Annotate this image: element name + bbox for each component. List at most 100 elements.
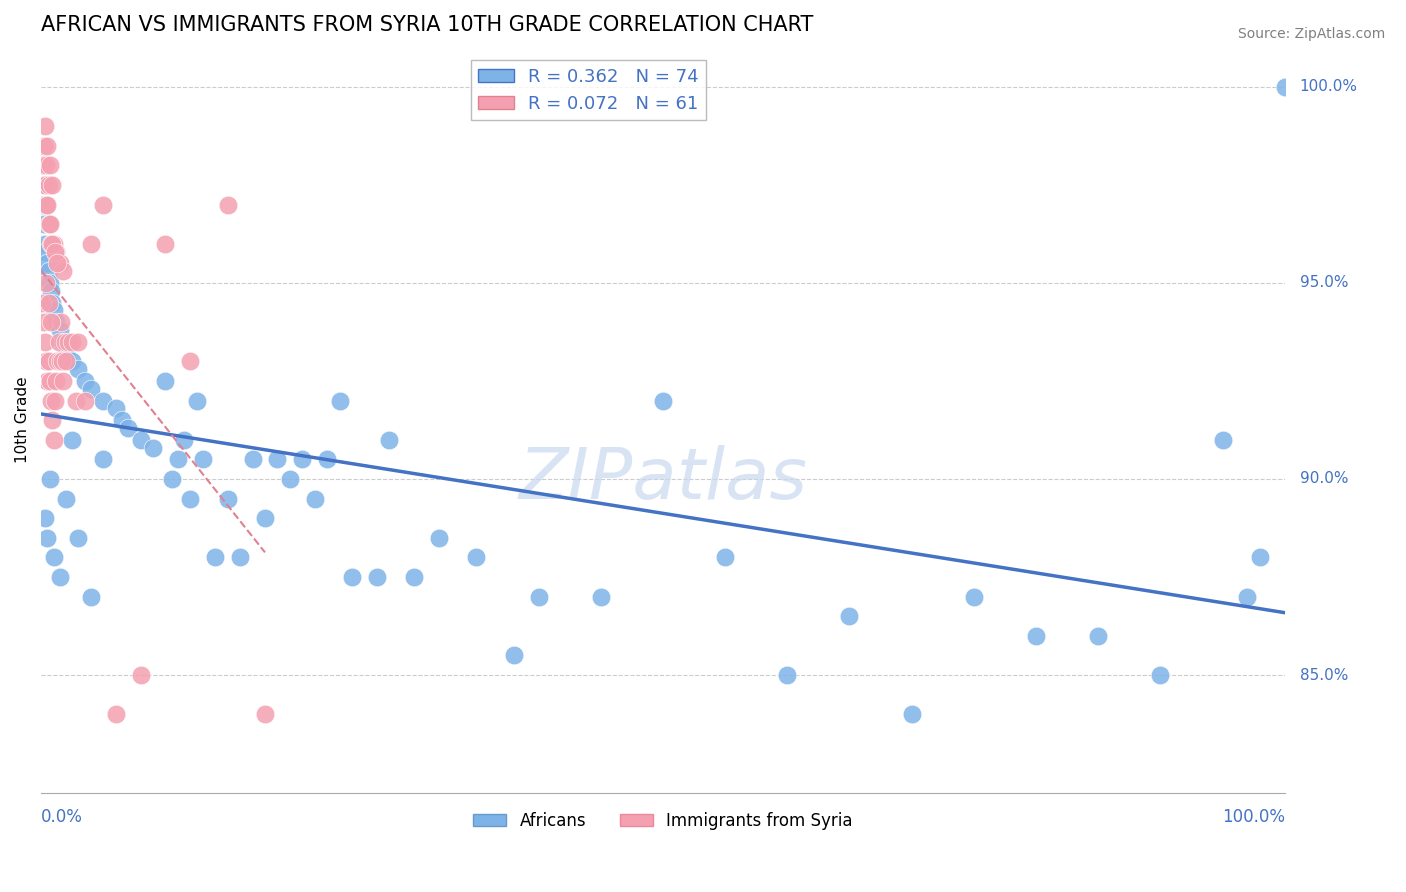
Point [38, 264, 60, 278]
Y-axis label: 10th Grade: 10th Grade [15, 376, 30, 464]
Point [45, 315, 67, 329]
Point [91, 393, 114, 408]
Point [191, 452, 214, 467]
Point [37, 197, 59, 211]
Point [55, 354, 77, 368]
Point [35, 354, 58, 368]
Point [129, 668, 152, 682]
Point [80, 236, 103, 251]
Point [142, 441, 165, 455]
Text: 90.0%: 90.0% [1299, 472, 1348, 486]
Point [37, 374, 59, 388]
Point [304, 491, 326, 506]
Point [31, 295, 53, 310]
Point [404, 570, 426, 584]
Point [316, 452, 339, 467]
Text: ZIPatlas: ZIPatlas [519, 445, 807, 515]
Text: 85.0%: 85.0% [1299, 667, 1348, 682]
Point [266, 452, 288, 467]
Point [60, 334, 83, 349]
Point [38, 217, 60, 231]
Point [1212, 433, 1234, 447]
Point [49, 570, 72, 584]
Point [366, 570, 388, 584]
Point [41, 236, 63, 251]
Point [167, 452, 190, 467]
Point [35, 197, 58, 211]
Point [104, 401, 127, 416]
Point [34, 511, 56, 525]
Point [186, 393, 208, 408]
Point [52, 264, 75, 278]
Point [34, 334, 56, 349]
Point [39, 236, 62, 251]
Point [45, 244, 67, 259]
Point [44, 393, 66, 408]
Point [45, 374, 67, 388]
Point [34, 236, 56, 251]
Point [242, 452, 264, 467]
Point [1274, 79, 1296, 94]
Point [39, 284, 62, 298]
Point [39, 393, 62, 408]
Legend: Africans, Immigrants from Syria: Africans, Immigrants from Syria [467, 805, 859, 837]
Point [31, 197, 53, 211]
Point [49, 256, 72, 270]
Point [179, 354, 201, 368]
Point [217, 197, 239, 211]
Point [52, 374, 75, 388]
Point [253, 707, 276, 722]
Point [465, 550, 488, 565]
Point [67, 334, 90, 349]
Point [111, 413, 134, 427]
Point [91, 452, 114, 467]
Point [652, 393, 675, 408]
Point [38, 158, 60, 172]
Point [91, 197, 114, 211]
Point [1025, 629, 1047, 643]
Point [35, 276, 58, 290]
Point [52, 334, 75, 349]
Text: 100.0%: 100.0% [1299, 79, 1358, 95]
Text: 100.0%: 100.0% [1222, 807, 1285, 826]
Point [38, 217, 60, 231]
Point [37, 256, 59, 270]
Point [963, 590, 986, 604]
Point [37, 531, 59, 545]
Point [42, 550, 65, 565]
Point [73, 374, 96, 388]
Point [38, 295, 60, 310]
Point [80, 382, 103, 396]
Point [42, 303, 65, 318]
Point [160, 472, 183, 486]
Point [1236, 590, 1258, 604]
Point [329, 393, 352, 408]
Point [67, 362, 90, 376]
Point [32, 315, 55, 329]
Point [38, 276, 60, 290]
Point [38, 374, 60, 388]
Point [55, 491, 77, 506]
Point [1249, 550, 1271, 565]
Point [34, 178, 56, 192]
Point [427, 531, 450, 545]
Point [32, 138, 55, 153]
Point [38, 354, 60, 368]
Point [253, 511, 276, 525]
Point [41, 413, 63, 427]
Point [1087, 629, 1109, 643]
Point [900, 707, 922, 722]
Point [35, 158, 58, 172]
Point [32, 178, 55, 192]
Point [46, 256, 69, 270]
Point [42, 433, 65, 447]
Point [37, 138, 59, 153]
Point [49, 315, 72, 329]
Point [378, 433, 401, 447]
Point [73, 393, 96, 408]
Point [80, 590, 103, 604]
Point [37, 197, 59, 211]
Point [34, 119, 56, 133]
Point [291, 452, 314, 467]
Point [589, 590, 612, 604]
